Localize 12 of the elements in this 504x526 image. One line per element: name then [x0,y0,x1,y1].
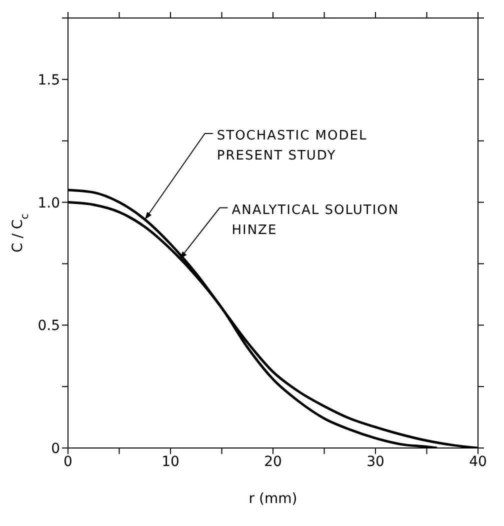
annotation: STOCHASTIC MODEL PRESENT STUDY [216,128,368,164]
annotation: ANALYTICAL SOLUTION HINZE [232,202,400,238]
x-tick-label: 40 [469,454,487,470]
y-tick-label: 0 [51,440,60,457]
y-tick-label: 0.5 [38,318,60,334]
y-tick-label: 1.5 [38,72,60,88]
y-tick-label: 1.0 [38,195,60,212]
x-tick-label: 30 [366,454,384,470]
x-axis-title: r (mm) [248,491,298,507]
x-tick-label: 0 [64,454,72,470]
x-tick-label: 20 [264,454,282,470]
x-tick-label: 10 [162,454,180,470]
